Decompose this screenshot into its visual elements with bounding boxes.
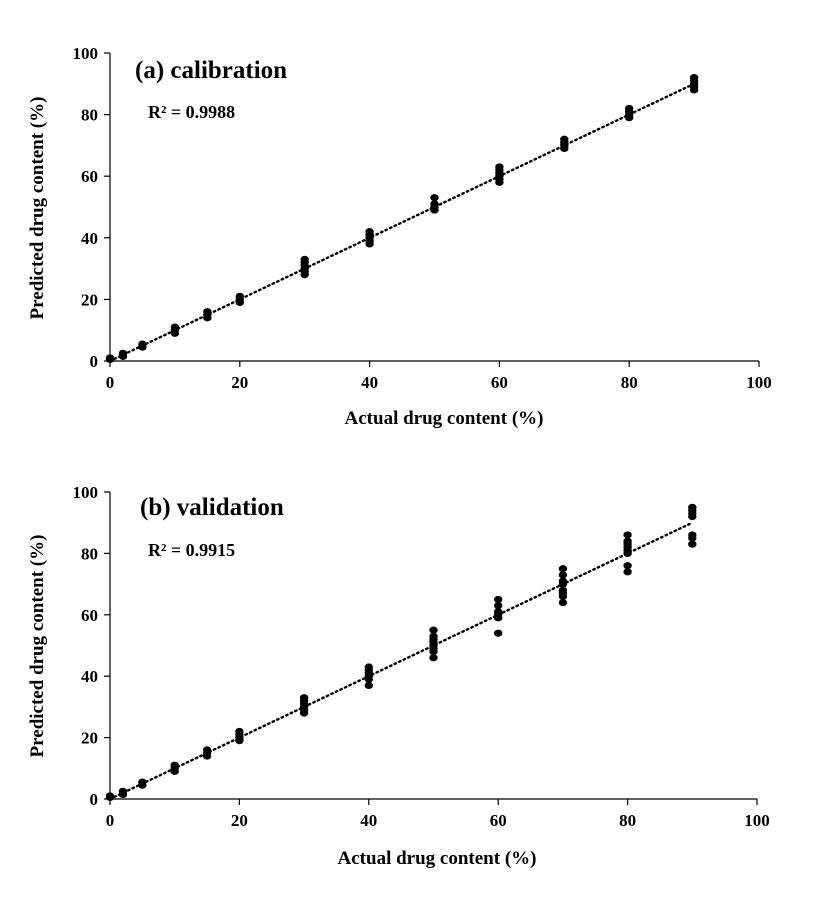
data-point xyxy=(558,571,568,579)
data-point xyxy=(430,194,439,202)
data-point xyxy=(138,778,147,786)
y-tick-label: 20 xyxy=(81,729,98,748)
x-axis-title: Actual drug content (%) xyxy=(338,848,537,869)
data-point xyxy=(202,746,212,754)
data-point xyxy=(364,681,373,690)
data-point xyxy=(235,292,244,300)
r-squared-label: R² = 0.9915 xyxy=(148,540,235,560)
x-tick-label: 40 xyxy=(361,373,378,392)
data-point xyxy=(105,792,115,800)
data-point xyxy=(365,228,374,236)
y-tick-label: 20 xyxy=(81,290,98,309)
data-point xyxy=(495,163,504,171)
y-axis-title: Predicted drug content (%) xyxy=(27,97,48,320)
data-point xyxy=(300,255,309,263)
chart-panel-validation: (b) validation R² = 0.9915 Actual drug c… xyxy=(27,483,770,869)
data-point xyxy=(558,586,568,594)
data-point xyxy=(558,598,568,607)
data-point xyxy=(688,503,697,511)
data-point xyxy=(105,354,115,362)
data-point xyxy=(138,340,147,348)
data-point xyxy=(558,577,568,585)
y-axis-title: Predicted drug content (%) xyxy=(27,535,48,758)
panel-title: (b) validation xyxy=(140,494,284,521)
y-tick-label: 100 xyxy=(73,483,99,502)
data-point xyxy=(688,540,697,548)
data-point xyxy=(623,531,632,539)
data-point xyxy=(429,632,438,640)
y-tick-label: 40 xyxy=(81,229,98,248)
data-point xyxy=(364,663,373,671)
data-point xyxy=(429,626,438,634)
data-point xyxy=(299,694,309,702)
data-point xyxy=(689,74,699,82)
y-tick-label: 60 xyxy=(81,167,98,186)
data-point xyxy=(558,565,568,573)
data-point xyxy=(203,308,212,316)
x-tick-label: 100 xyxy=(746,373,772,392)
trendline xyxy=(108,521,694,801)
data-point xyxy=(235,727,244,736)
trendline xyxy=(108,82,696,363)
x-tick-label: 20 xyxy=(231,811,248,830)
data-point xyxy=(494,629,503,637)
x-tick-label: 80 xyxy=(619,811,636,830)
y-tick-label: 40 xyxy=(81,667,98,686)
data-point xyxy=(170,761,179,769)
data-point xyxy=(560,135,569,143)
x-tick-label: 60 xyxy=(490,811,507,830)
chart-panel-calibration: (a) calibration R² = 0.9988 Actual drug … xyxy=(27,44,772,429)
x-tick-label: 0 xyxy=(106,373,115,392)
data-point xyxy=(688,531,697,539)
y-tick-label: 0 xyxy=(90,352,99,371)
x-tick-label: 0 xyxy=(106,811,115,830)
x-tick-label: 80 xyxy=(621,373,638,392)
data-point xyxy=(625,104,634,113)
data-point xyxy=(494,601,503,610)
data-point xyxy=(494,595,503,604)
y-tick-label: 80 xyxy=(81,544,98,563)
data-point xyxy=(430,200,439,208)
x-tick-label: 20 xyxy=(231,373,248,392)
x-tick-label: 40 xyxy=(360,811,377,830)
x-tick-label: 60 xyxy=(491,373,508,392)
r-squared-label: R² = 0.9988 xyxy=(148,102,235,122)
data-point xyxy=(623,537,632,545)
data-point xyxy=(623,568,632,576)
panel-title: (a) calibration xyxy=(135,57,287,84)
plot-area: 0 20 40 60 80 100 0 20 40 60 80 100 xyxy=(73,44,772,392)
plot-area: 0 20 40 60 80 100 0 20 40 60 80 100 xyxy=(73,483,770,830)
data-point xyxy=(494,608,503,616)
y-tick-label: 80 xyxy=(81,106,98,125)
data-point xyxy=(170,323,180,331)
data-point xyxy=(118,787,128,795)
y-tick-label: 60 xyxy=(81,606,98,625)
data-point xyxy=(118,349,128,357)
data-point xyxy=(429,654,438,662)
data-point xyxy=(623,562,632,570)
y-tick-label: 100 xyxy=(73,44,99,63)
x-tick-label: 100 xyxy=(744,811,770,830)
x-axis-title: Actual drug content (%) xyxy=(345,408,544,429)
y-tick-label: 0 xyxy=(90,790,99,809)
